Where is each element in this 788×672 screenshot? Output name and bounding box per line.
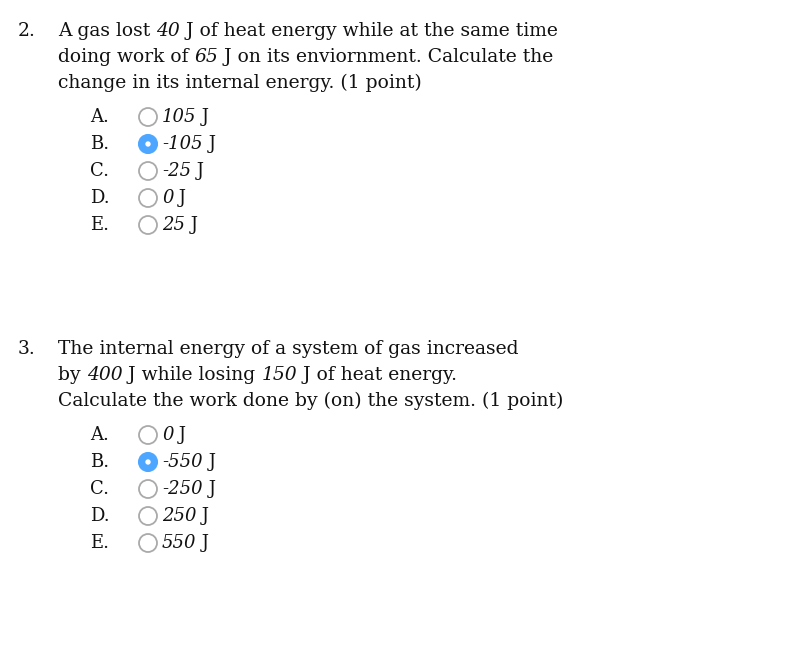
Text: J: J	[196, 534, 210, 552]
Text: -25: -25	[162, 162, 191, 180]
Text: D.: D.	[90, 189, 110, 207]
Text: E.: E.	[90, 216, 109, 234]
Text: 0: 0	[162, 426, 173, 444]
Text: 0: 0	[162, 189, 173, 207]
Text: A.: A.	[90, 108, 109, 126]
Text: J while losing: J while losing	[122, 366, 262, 384]
Text: J: J	[191, 162, 204, 180]
Text: 3.: 3.	[18, 340, 35, 358]
Circle shape	[139, 189, 157, 207]
Text: B.: B.	[90, 135, 109, 153]
Text: C.: C.	[90, 480, 109, 498]
Circle shape	[139, 162, 157, 180]
Text: The internal energy of a system of gas increased: The internal energy of a system of gas i…	[58, 340, 519, 358]
Text: 400: 400	[87, 366, 122, 384]
Text: 65: 65	[195, 48, 218, 66]
Text: 105: 105	[162, 108, 196, 126]
Circle shape	[139, 453, 157, 471]
Circle shape	[145, 141, 151, 146]
Text: C.: C.	[90, 162, 109, 180]
Text: J: J	[203, 480, 216, 498]
Circle shape	[145, 459, 151, 465]
Text: J: J	[196, 108, 210, 126]
Text: -550: -550	[162, 453, 203, 471]
Text: doing work of: doing work of	[58, 48, 195, 66]
Text: A.: A.	[90, 426, 109, 444]
Text: B.: B.	[90, 453, 109, 471]
Circle shape	[139, 507, 157, 525]
Text: 25: 25	[162, 216, 185, 234]
Text: J: J	[185, 216, 198, 234]
Text: J on its enviornment. Calculate the: J on its enviornment. Calculate the	[218, 48, 553, 66]
Text: 250: 250	[162, 507, 196, 525]
Text: 40: 40	[156, 22, 180, 40]
Text: -105: -105	[162, 135, 203, 153]
Text: J: J	[196, 507, 210, 525]
Text: D.: D.	[90, 507, 110, 525]
Text: J: J	[203, 135, 216, 153]
Text: J of heat energy.: J of heat energy.	[297, 366, 457, 384]
Circle shape	[139, 534, 157, 552]
Circle shape	[139, 426, 157, 444]
Text: E.: E.	[90, 534, 109, 552]
Text: 550: 550	[162, 534, 196, 552]
Text: J: J	[203, 453, 216, 471]
Text: change in its internal energy. (1 point): change in its internal energy. (1 point)	[58, 74, 422, 92]
Circle shape	[139, 480, 157, 498]
Text: J of heat energy while at the same time: J of heat energy while at the same time	[180, 22, 558, 40]
Circle shape	[139, 135, 157, 153]
Circle shape	[139, 216, 157, 234]
Text: J: J	[173, 426, 187, 444]
Text: -250: -250	[162, 480, 203, 498]
Text: 150: 150	[262, 366, 297, 384]
Text: J: J	[173, 189, 187, 207]
Text: 2.: 2.	[18, 22, 36, 40]
Circle shape	[139, 108, 157, 126]
Text: Calculate the work done by (on) the system. (1 point): Calculate the work done by (on) the syst…	[58, 392, 563, 410]
Text: A gas lost: A gas lost	[58, 22, 156, 40]
Text: by: by	[58, 366, 87, 384]
